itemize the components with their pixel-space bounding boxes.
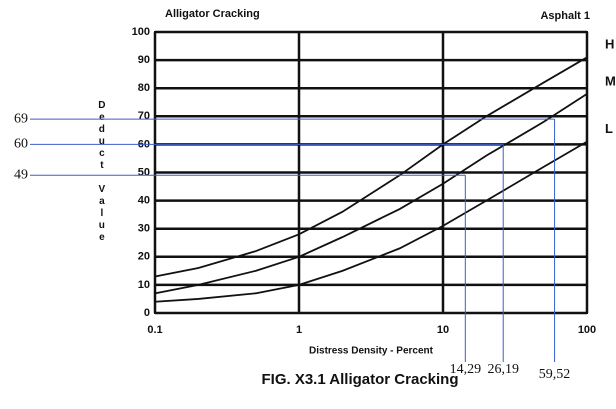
x-tick-label: 10: [437, 324, 449, 336]
caption: FIG. X3.1 Alligator Cracking: [262, 371, 459, 388]
annotation-y-label: 49: [14, 168, 28, 183]
annotation-x-label: 14,29: [450, 362, 482, 377]
y-tick-label: 40: [138, 195, 150, 207]
series-label: L: [605, 121, 613, 136]
y-tick-label: 70: [138, 110, 150, 122]
series-label: M: [605, 73, 616, 88]
annotation-x-label: 59,52: [539, 367, 571, 382]
y-tick-label: 0: [144, 307, 150, 319]
y-tick-label: 80: [138, 82, 150, 94]
curve: [154, 140, 588, 303]
chart-title: Alligator Cracking: [165, 8, 260, 20]
y-tick-label: 30: [138, 223, 150, 235]
x-tick-label: 100: [578, 324, 596, 336]
annotation-y-label: 69: [14, 111, 28, 126]
y-axis-label: Deduct Value: [96, 100, 107, 244]
plot-frame: [154, 31, 588, 314]
annotation-y-label: 60: [14, 137, 28, 152]
x-tick-label: 0.1: [147, 324, 162, 336]
y-tick-label: 10: [138, 279, 150, 291]
curve: [154, 93, 588, 295]
x-tick-label: 1: [296, 324, 302, 336]
y-tick-label: 100: [132, 26, 150, 38]
x-axis-label: Distress Density - Percent: [309, 346, 434, 357]
annotation-x-label: 26,19: [487, 362, 519, 377]
chart-subtitle: Asphalt 1: [540, 10, 590, 22]
y-tick-label: 20: [138, 251, 150, 263]
y-tick-label: 90: [138, 54, 150, 66]
curve: [154, 56, 588, 278]
series-label: H: [605, 37, 614, 52]
y-tick-label: 50: [138, 166, 150, 178]
